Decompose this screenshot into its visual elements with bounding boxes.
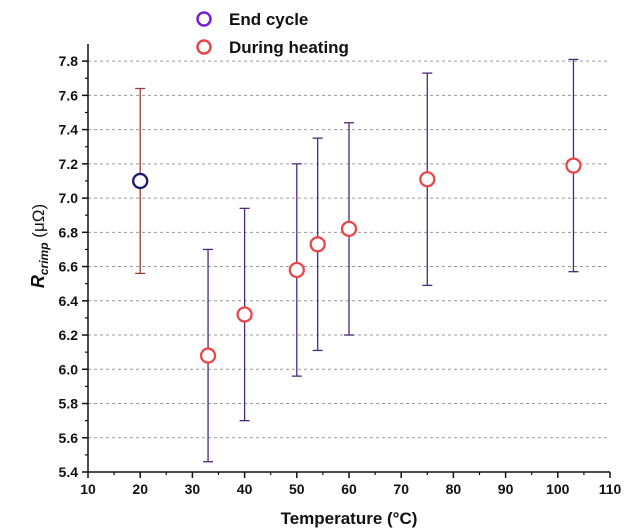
x-tick-label: 90 bbox=[498, 481, 514, 497]
x-tick-label: 10 bbox=[80, 481, 96, 497]
y-axis-title-main: R bbox=[28, 275, 48, 288]
x-tick-label: 60 bbox=[341, 481, 357, 497]
y-axis-title: Rcrimp (μΩ) bbox=[28, 204, 51, 288]
y-tick-label: 6.6 bbox=[59, 259, 79, 275]
data-point bbox=[236, 306, 253, 323]
x-ticks: 10 20 30 40 50 60 70 80 90 100 110 bbox=[80, 472, 622, 497]
data-point bbox=[199, 347, 217, 364]
x-tick-label: 20 bbox=[132, 481, 148, 497]
y-tick-label: 7.0 bbox=[59, 190, 79, 206]
x-tick-label: 80 bbox=[446, 481, 462, 497]
x-tick-label: 40 bbox=[237, 481, 253, 497]
y-tick-label: 7.8 bbox=[59, 53, 79, 69]
data-point bbox=[309, 236, 326, 253]
error-bars bbox=[135, 58, 579, 463]
y-tick-label: 5.6 bbox=[59, 430, 79, 446]
x-tick-label: 30 bbox=[185, 481, 201, 497]
y-ticks: 5.4 5.6 5.8 6.0 6.2 6.4 6.6 6.8 7.0 7.2 7.4 7.6 7.8 bbox=[59, 53, 88, 480]
legend: End cycle During heating bbox=[196, 10, 349, 57]
data-point bbox=[288, 261, 305, 279]
y-tick-label: 7.6 bbox=[59, 87, 79, 103]
legend-marker-end-cycle bbox=[196, 11, 212, 27]
legend-item-during-heating: During heating bbox=[196, 38, 349, 57]
data-point bbox=[419, 171, 436, 188]
y-tick-label: 5.4 bbox=[59, 464, 79, 480]
legend-item-end-cycle: End cycle bbox=[196, 10, 308, 29]
legend-label-end-cycle: End cycle bbox=[229, 10, 308, 29]
y-tick-label: 6.0 bbox=[59, 361, 79, 377]
legend-marker-during-heating bbox=[196, 39, 212, 55]
y-axis-title-subscript: crimp bbox=[37, 242, 51, 275]
x-tick-label: 50 bbox=[289, 481, 305, 497]
y-tick-label: 7.4 bbox=[59, 122, 79, 138]
data-point bbox=[340, 220, 358, 238]
data-point bbox=[565, 157, 582, 174]
y-tick-label: 7.2 bbox=[59, 156, 79, 172]
legend-label-during-heating: During heating bbox=[229, 38, 349, 57]
y-tick-label: 6.2 bbox=[59, 327, 79, 343]
y-axis-title-unit: (μΩ) bbox=[29, 204, 48, 243]
y-tick-label: 5.8 bbox=[59, 396, 79, 412]
x-axis-title: Temperature (°C) bbox=[281, 509, 418, 528]
x-tick-label: 70 bbox=[393, 481, 409, 497]
data-markers bbox=[132, 157, 582, 364]
x-tick-label: 100 bbox=[546, 481, 570, 497]
data-point bbox=[132, 172, 149, 190]
y-tick-label: 6.4 bbox=[59, 293, 79, 309]
x-tick-label: 110 bbox=[599, 481, 622, 497]
y-tick-label: 6.8 bbox=[59, 224, 79, 240]
